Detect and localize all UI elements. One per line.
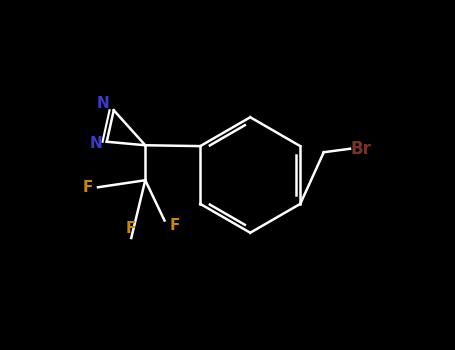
Text: F: F	[82, 180, 93, 195]
Text: F: F	[170, 218, 180, 233]
Text: N: N	[90, 136, 103, 151]
Text: N: N	[97, 96, 110, 111]
Text: Br: Br	[350, 140, 371, 158]
Text: F: F	[126, 221, 136, 236]
